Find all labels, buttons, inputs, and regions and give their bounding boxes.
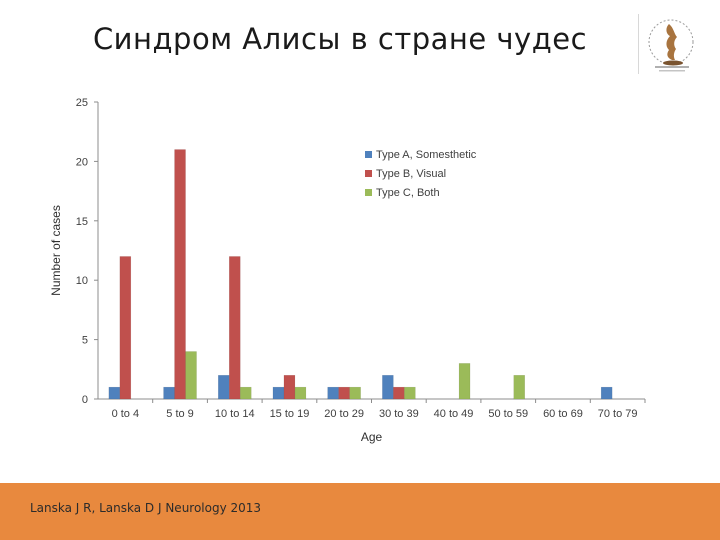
x-tick-label: 50 to 59 [488,408,528,420]
bar [283,374,296,400]
x-axis-label: Age [361,430,383,444]
bar [382,374,394,400]
bar [513,374,525,400]
citation: Lanska J R, Lanska D J Neurology 2013 [30,501,262,515]
y-tick-label: 10 [76,275,88,287]
legend-entry: Type B, Visual [376,168,446,180]
x-tick-label: 20 to 29 [324,408,364,420]
bar [393,386,405,400]
x-tick-label: 40 to 49 [434,408,474,420]
chart-svg: 0 5 10 15 20 25 Number of cases 0 to 4 5 to 9 10 … [49,97,646,444]
bar [119,256,132,400]
y-axis-label: Number of cases [49,205,63,296]
bar [600,386,613,400]
bar [338,386,350,400]
x-tick-label: 0 to 4 [112,408,140,420]
bar [218,374,230,400]
y-tick-label: 0 [82,394,88,406]
x-tick-label: 10 to 14 [215,408,255,420]
x-tick-label: 30 to 39 [379,408,419,420]
bar [272,386,285,400]
legend-entry: Type C, Both [376,187,440,199]
legend-swatch [365,170,372,177]
bar-chart: 0 5 10 15 20 25 Number of cases 0 to 4 5 to 9 10 … [40,88,660,458]
legend-entry: Type A, Somesthetic [376,149,477,161]
y-tick-label: 15 [76,216,88,228]
x-tick-label: 15 to 19 [270,408,310,420]
bar [327,386,339,400]
y-tick-label: 5 [82,335,88,347]
bar [294,386,307,400]
x-tick-label: 70 to 79 [598,408,638,420]
y-tick-label: 20 [76,156,88,168]
logo [638,14,701,74]
x-tick-label: 5 to 9 [166,408,194,420]
y-tick-label: 25 [76,97,88,109]
bar [240,386,252,400]
legend-swatch [365,151,372,158]
legend-swatch [365,189,372,196]
x-tick-label: 60 to 69 [543,408,583,420]
bar [108,386,121,400]
sculpture-emblem-icon [648,19,694,72]
bar [229,256,241,400]
bar [349,386,361,400]
slide-title: Синдром Алисы в стране чудес [92,22,588,56]
bar [174,149,186,400]
bar [185,351,197,400]
bar [458,363,471,400]
bar [163,386,175,400]
footer-bar: Lanska J R, Lanska D J Neurology 2013 [0,483,720,540]
bar [404,386,416,400]
